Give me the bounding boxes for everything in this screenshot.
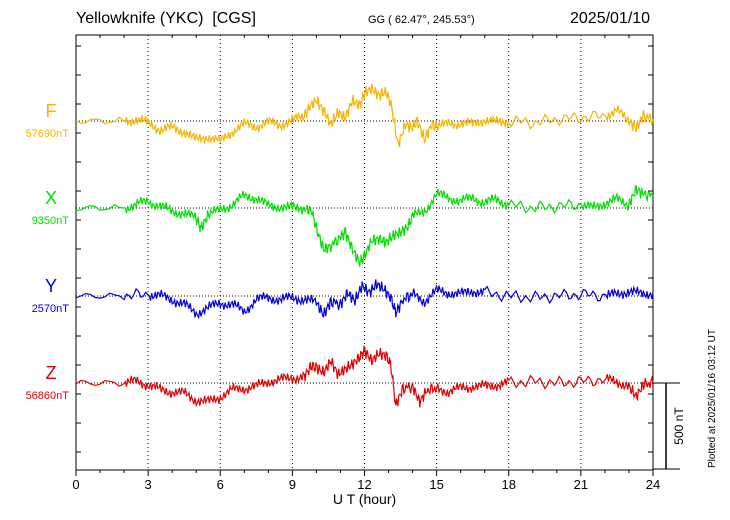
x-tick-label: 12 (357, 477, 371, 492)
series-baseline-y: 2570nT (32, 303, 70, 315)
x-tick-label: 3 (145, 477, 152, 492)
x-tick-label: 0 (72, 477, 79, 492)
x-tick-label: 21 (574, 477, 588, 492)
coordinates-label: GG ( 62.47°, 245.53°) (368, 14, 475, 26)
series-name-f: F (46, 101, 57, 121)
series-line-z (75, 344, 654, 408)
x-tick-label: 18 (502, 477, 516, 492)
series-baseline-f: 57690nT (26, 128, 70, 140)
x-tick-label: 15 (429, 477, 443, 492)
station-title: Yellowknife (YKC) [CGS] (76, 10, 256, 27)
series-line-f (75, 83, 654, 148)
series-name-x: X (45, 188, 57, 208)
series-line-y (75, 279, 654, 320)
scale-bar-label: 500 nT (672, 407, 686, 445)
x-axis-label: U T (hour) (333, 491, 396, 507)
x-tick-label: 9 (289, 477, 296, 492)
series-line-x (75, 185, 654, 267)
date-label: 2025/01/10 (570, 10, 651, 27)
series-name-z: Z (46, 363, 57, 383)
series-baseline-x: 9350nT (32, 215, 70, 227)
series-baseline-z: 56860nT (26, 390, 70, 402)
x-tick-label: 6 (217, 477, 224, 492)
x-tick-label: 24 (646, 477, 660, 492)
plotted-at-label: Plotted at 2025/01/16 03:12 UT (707, 329, 718, 468)
series-name-y: Y (45, 276, 57, 296)
